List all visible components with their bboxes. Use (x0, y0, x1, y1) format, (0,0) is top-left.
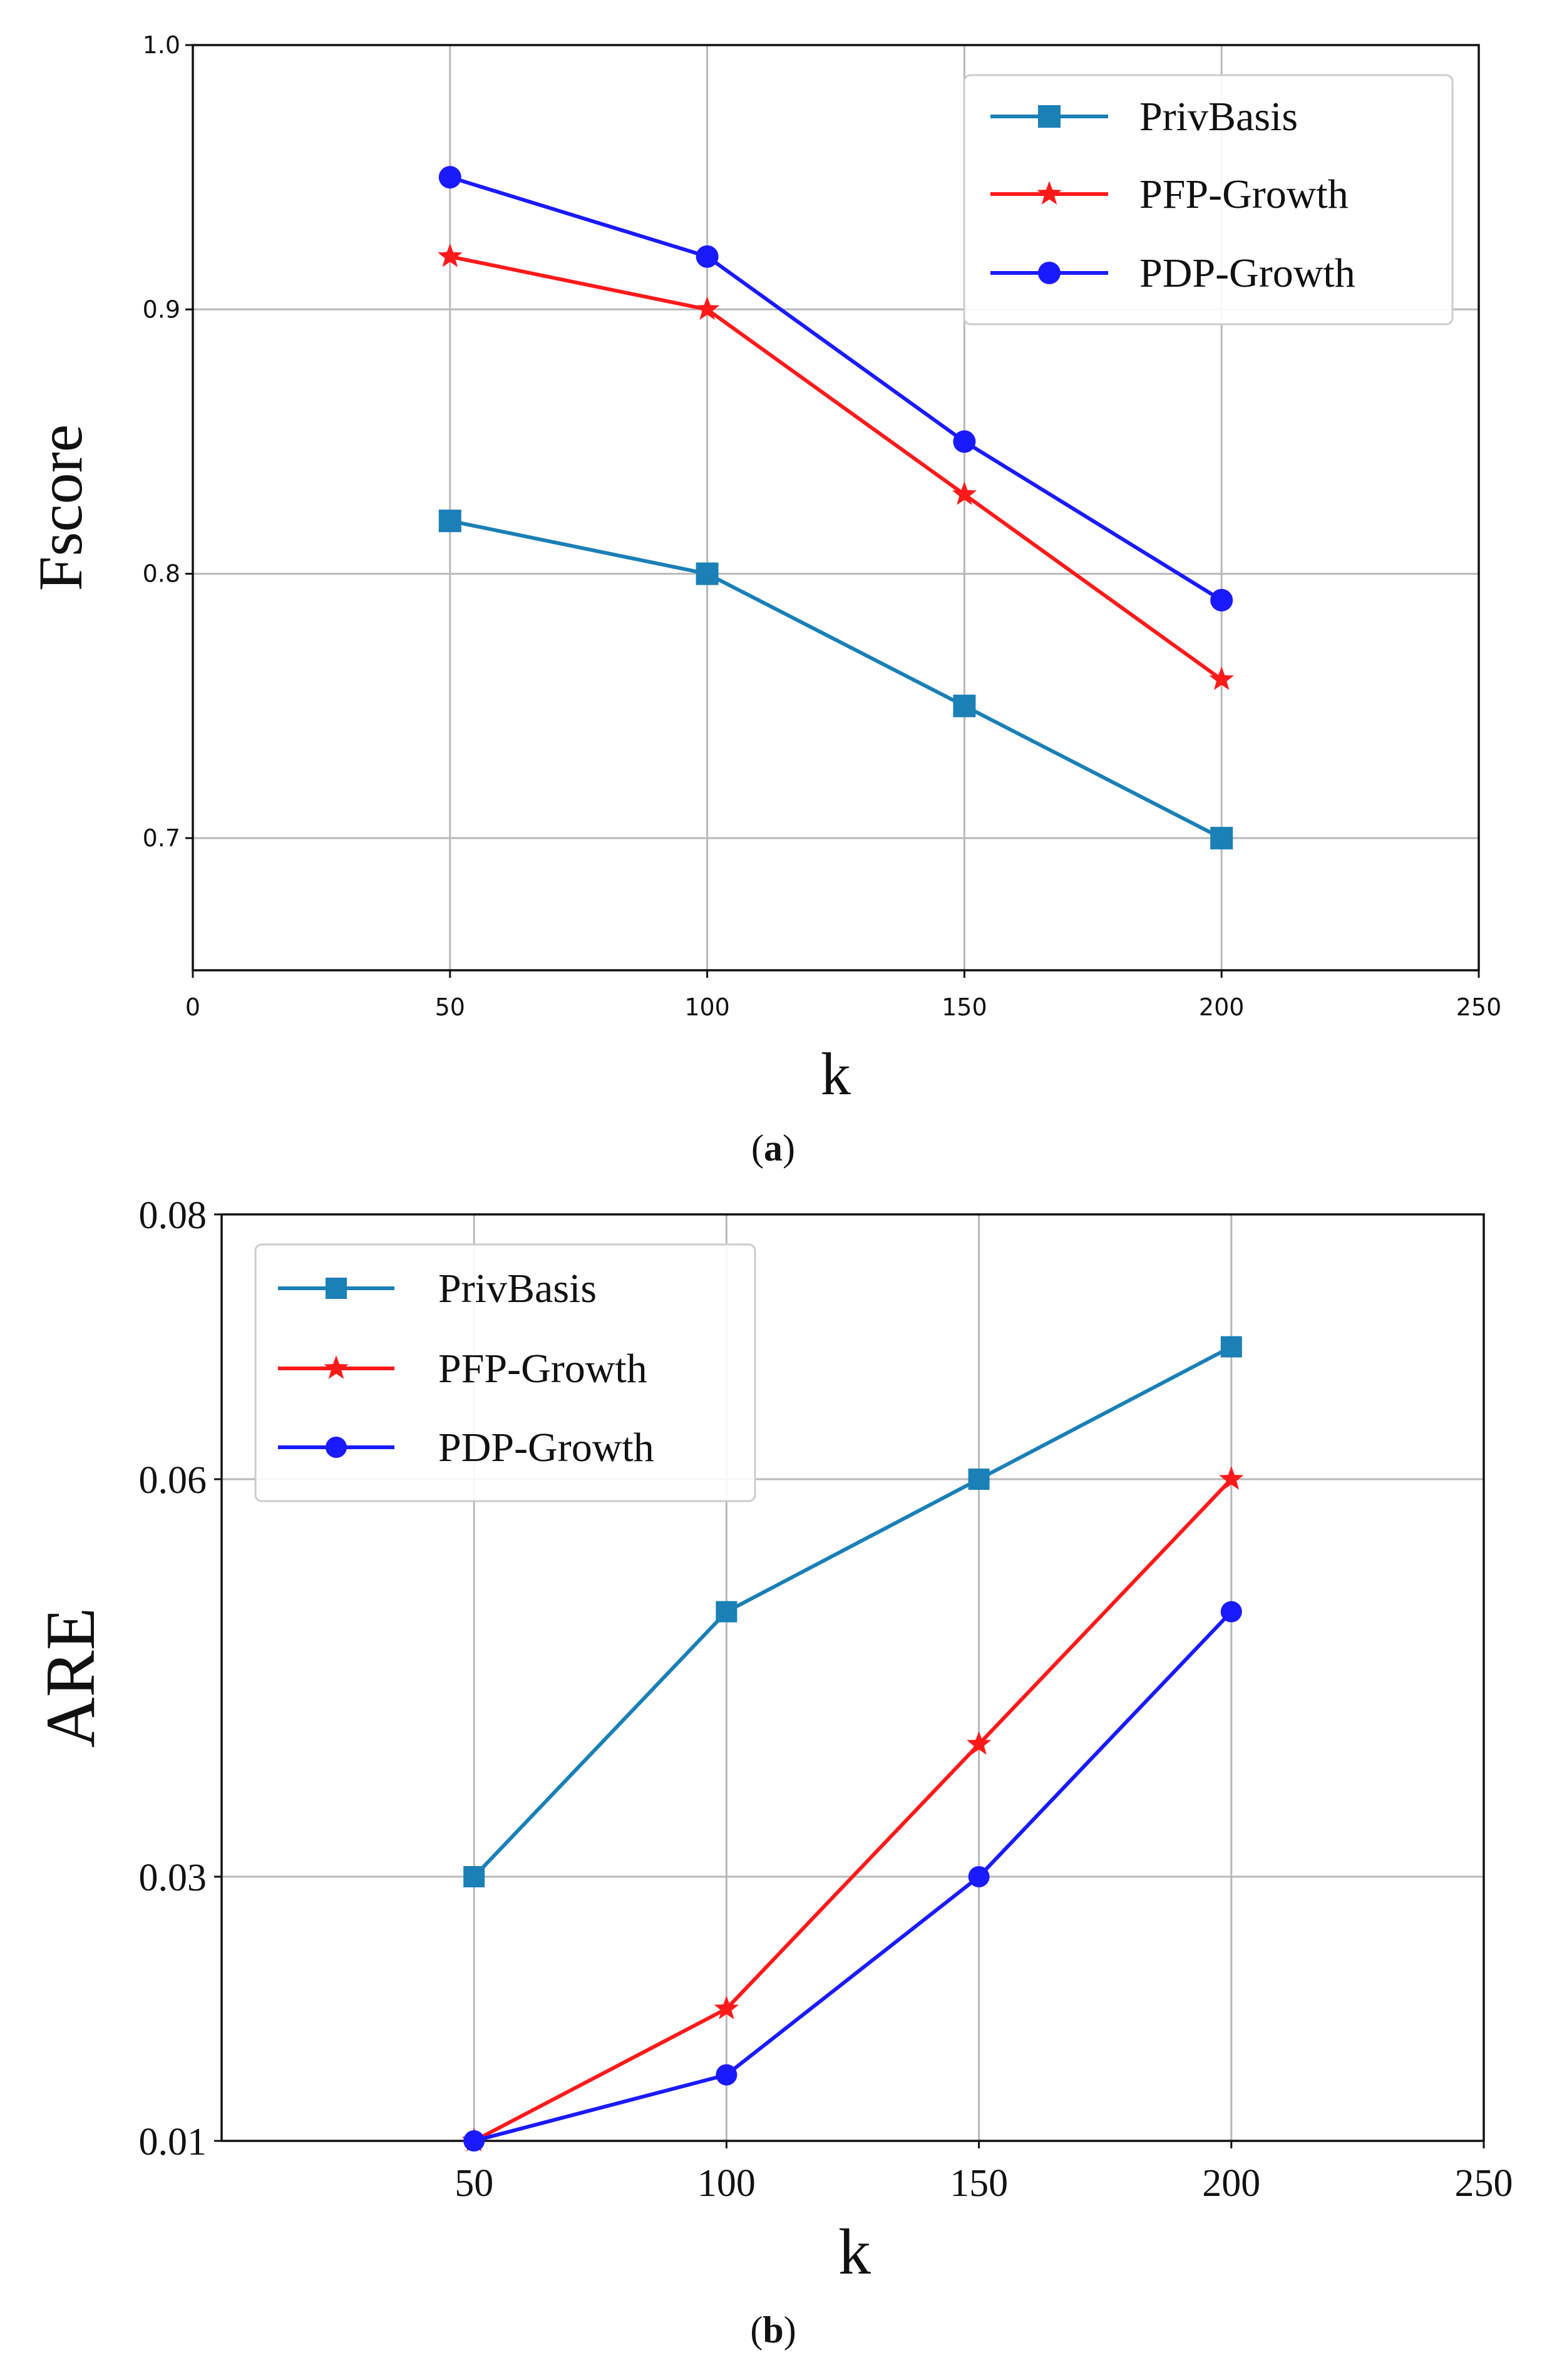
series-line-pfp-growth (473, 1477, 1233, 2143)
y-tick-label: 1.0 (143, 31, 180, 59)
data-point-pfp-growth (1219, 1466, 1244, 1490)
x-tick-label: 200 (1202, 2162, 1260, 2205)
data-point-privbasis (1210, 826, 1233, 849)
x-axis-label: k (821, 1040, 851, 1107)
series-line-privbasis (473, 1345, 1233, 1879)
legend-label-privbasis: PrivBasis (1139, 94, 1298, 140)
panel-caption-b: (b) (750, 2309, 796, 2351)
legend-marker-pfp-growth (324, 1355, 349, 1379)
x-axis-label: k (838, 2216, 871, 2288)
data-point-pfp-growth (714, 1996, 739, 2019)
series-line-pdp-growth (473, 1610, 1233, 2143)
x-tick-label: 200 (1199, 993, 1245, 1021)
legend-box (963, 74, 1454, 326)
legend-marker-pdp-growth (1038, 262, 1061, 284)
legend-marker-pfp-growth (1037, 181, 1062, 205)
legend-marker-privbasis (326, 1278, 347, 1299)
legend: PrivBasis PFP-Growth PDP-Growth (963, 74, 1454, 326)
panel-caption-b-letter: b (763, 2309, 783, 2351)
data-point-privbasis (463, 1866, 485, 1887)
data-point-pfp-growth (694, 296, 720, 320)
data-point-pdp-growth (696, 245, 719, 268)
series-line-privbasis (450, 519, 1223, 840)
y-tick-label: 0.06 (139, 1459, 207, 1502)
data-point-privbasis (438, 510, 461, 533)
x-tick-label: 50 (455, 2162, 493, 2205)
x-tick-label: 150 (950, 2162, 1008, 2205)
y-tick-label: 0.03 (139, 1857, 207, 1899)
series-group (438, 166, 1234, 849)
data-point-pdp-growth (1220, 1601, 1242, 1623)
y-tick-label: 0.8 (143, 560, 180, 588)
y-axis-label: ARE (32, 1608, 110, 1748)
legend: PrivBasis PFP-Growth PDP-Growth (254, 1243, 756, 1502)
x-axis-ticks: 0 50 100 150 200 250 (185, 970, 1501, 1021)
series-group (461, 1336, 1244, 2152)
y-tick-label: 0.7 (143, 824, 180, 852)
data-point-pdp-growth (716, 2064, 738, 2086)
legend-marker-privbasis (1038, 105, 1061, 128)
data-point-privbasis (716, 1601, 738, 1623)
data-point-pdp-growth (1210, 588, 1233, 612)
y-axis-ticks: 0.01 0.03 0.06 0.08 (139, 1194, 222, 2163)
legend-label-privbasis: PrivBasis (438, 1266, 597, 1311)
data-point-pdp-growth (438, 166, 461, 189)
x-tick-label: 0 (185, 993, 200, 1021)
legend-label-pfp-growth: PFP-Growth (1139, 172, 1349, 217)
data-point-pfp-growth (966, 1731, 992, 1755)
data-point-privbasis (1220, 1336, 1242, 1358)
data-point-pfp-growth (438, 244, 463, 267)
x-tick-label: 250 (1455, 2162, 1513, 2205)
chart-panel-a: 0.7 0.8 0.9 1.0 0 50 100 150 200 250 Fscore k Pr… (26, 31, 1501, 1169)
plot-frame (220, 1213, 1485, 2142)
x-tick-label: 250 (1456, 993, 1502, 1021)
legend-label-pdp-growth: PDP-Growth (438, 1425, 654, 1470)
series-line-pdp-growth (449, 175, 1223, 602)
x-tick-label: 100 (684, 993, 730, 1021)
data-point-pdp-growth (463, 2130, 485, 2152)
data-point-privbasis (696, 562, 719, 585)
data-point-pfp-growth (952, 481, 977, 505)
legend-label-pfp-growth: PFP-Growth (438, 1346, 647, 1392)
data-point-privbasis (953, 694, 976, 717)
y-tick-label: 0.9 (143, 295, 180, 323)
data-point-pdp-growth (953, 430, 976, 453)
y-tick-label: 0.08 (139, 1194, 207, 1237)
legend-box (254, 1243, 756, 1502)
x-tick-label: 150 (942, 993, 987, 1021)
plot-frame (192, 44, 1480, 972)
data-point-privbasis (968, 1469, 990, 1490)
chart-panel-b: 0.01 0.03 0.06 0.08 50 100 150 200 250 ARE k Pr… (32, 1194, 1513, 2351)
y-axis-label: Fscore (26, 424, 95, 592)
legend-label-pdp-growth: PDP-Growth (1139, 250, 1355, 296)
y-tick-label: 0.01 (139, 2121, 207, 2163)
x-tick-label: 50 (435, 993, 465, 1021)
y-axis-ticks: 0.7 0.8 0.9 1.0 (143, 31, 193, 852)
panel-caption-a-letter: a (764, 1127, 783, 1169)
x-tick-label: 100 (697, 2162, 756, 2205)
series-line-pfp-growth (450, 254, 1223, 681)
x-axis-ticks: 50 100 150 200 250 (455, 2141, 1513, 2205)
legend-marker-pdp-growth (326, 1437, 347, 1458)
data-point-pfp-growth (1209, 666, 1234, 690)
data-point-pdp-growth (968, 1866, 990, 1887)
panel-caption-a: (a) (751, 1127, 795, 1169)
